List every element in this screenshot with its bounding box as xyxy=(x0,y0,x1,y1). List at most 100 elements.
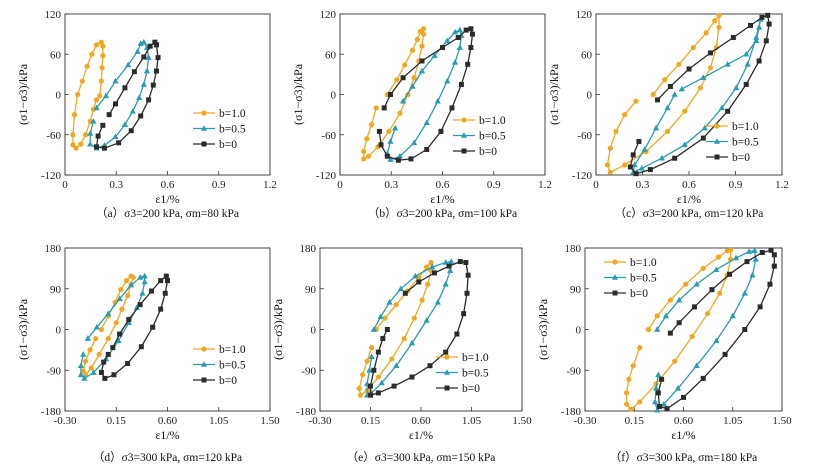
data-point xyxy=(78,141,84,147)
legend-marker xyxy=(200,125,208,131)
legend-marker xyxy=(612,259,618,265)
legend-label: b=0.5 xyxy=(479,131,506,143)
data-point xyxy=(365,153,371,159)
x-tick-label: 1.50 xyxy=(512,415,532,427)
data-point xyxy=(401,335,407,342)
data-point xyxy=(664,104,671,111)
data-point xyxy=(80,351,87,357)
data-point xyxy=(98,78,104,84)
data-point xyxy=(402,62,408,68)
y-tick-label: 60 xyxy=(581,49,593,61)
data-point xyxy=(420,26,427,32)
data-point xyxy=(89,51,95,57)
legend-label: b=0 xyxy=(732,152,750,164)
y-tick-label: 90 xyxy=(305,284,317,296)
data-point xyxy=(730,34,736,40)
data-point xyxy=(651,398,659,405)
data-point xyxy=(724,61,731,67)
data-point xyxy=(397,285,404,292)
data-point xyxy=(636,138,642,144)
data-point xyxy=(90,369,97,375)
data-point xyxy=(136,94,143,101)
data-point xyxy=(87,130,94,136)
data-point xyxy=(707,65,714,71)
data-point xyxy=(116,140,122,146)
data-point xyxy=(356,385,362,391)
data-point xyxy=(766,21,772,27)
data-point xyxy=(84,63,90,69)
panel-caption: （f）σ3=300 kPa, σm=180 kPa xyxy=(610,451,757,464)
data-point xyxy=(722,351,728,357)
legend: b=1.0 b=0.5 b=0 xyxy=(453,115,506,158)
y-tick-label: -60 xyxy=(321,130,336,142)
legend-label: b=0 xyxy=(462,383,480,395)
x-tick-label: 0.9 xyxy=(729,179,743,191)
y-axis-label: (σ1−σ3)/kPa xyxy=(536,298,550,360)
data-point xyxy=(641,146,648,152)
data-point xyxy=(130,274,136,281)
data-point xyxy=(733,84,740,91)
data-point xyxy=(700,74,707,81)
data-point xyxy=(664,128,671,134)
data-point xyxy=(656,403,662,409)
x-tick-label: 1.05 xyxy=(209,415,229,427)
plot-frame xyxy=(339,13,546,176)
y-tick-label: 180 xyxy=(565,243,582,255)
data-point xyxy=(150,82,156,88)
y-tick-label: 0 xyxy=(576,325,582,337)
data-point xyxy=(672,358,678,364)
data-point xyxy=(712,18,718,24)
x-tick-label: 1.05 xyxy=(462,415,482,427)
data-point xyxy=(744,259,750,265)
legend-label: b=1.0 xyxy=(630,257,657,269)
y-tick-label: 120 xyxy=(576,9,593,21)
data-point xyxy=(659,376,665,382)
data-point xyxy=(726,271,732,277)
y-tick-label: -60 xyxy=(46,130,61,142)
data-point xyxy=(90,106,96,112)
series-line xyxy=(625,249,732,411)
data-point xyxy=(461,311,467,317)
data-point xyxy=(743,50,750,57)
data-point xyxy=(105,351,111,357)
data-point xyxy=(752,256,759,262)
legend-label: b=1.0 xyxy=(479,115,506,127)
data-point xyxy=(431,270,437,276)
x-tick-label: 1.2 xyxy=(775,179,789,191)
legend-marker xyxy=(444,385,450,391)
data-point xyxy=(631,161,638,168)
y-tick-label: -120 xyxy=(316,170,337,182)
data-point xyxy=(140,38,147,45)
data-point xyxy=(158,306,164,312)
series-b-1.0 xyxy=(623,247,734,412)
data-point xyxy=(364,136,370,142)
data-point xyxy=(442,259,449,265)
series-b-0 xyxy=(94,39,161,151)
x-tick-label: 0.3 xyxy=(109,179,123,191)
data-point xyxy=(707,50,713,56)
data-point xyxy=(115,337,122,344)
data-point xyxy=(709,287,715,293)
y-axis-label: (σ1−σ3)/kPa xyxy=(291,63,305,125)
data-point xyxy=(126,317,132,323)
series-b-0.5 xyxy=(651,247,759,413)
data-point xyxy=(765,12,771,18)
data-point xyxy=(756,24,763,30)
y-tick-label: -90 xyxy=(46,365,61,377)
data-point xyxy=(79,78,85,84)
data-point xyxy=(96,351,102,358)
data-point xyxy=(627,164,633,170)
series-b-0 xyxy=(368,259,471,398)
legend-marker xyxy=(461,148,467,154)
y-tick-label: -90 xyxy=(566,365,581,377)
data-point xyxy=(727,247,734,253)
legend-label: b=0 xyxy=(219,139,237,151)
data-point xyxy=(402,290,408,296)
data-point xyxy=(112,133,119,140)
data-point xyxy=(137,302,143,308)
data-point xyxy=(391,383,397,389)
panel-b: 0 0.3 0.6 0.9 1.2 -120 -60 0 60 120 ε1/% (σ1−σ3)/kP… xyxy=(291,9,552,220)
data-point xyxy=(364,358,370,364)
data-point xyxy=(693,280,700,287)
data-point xyxy=(163,273,169,279)
